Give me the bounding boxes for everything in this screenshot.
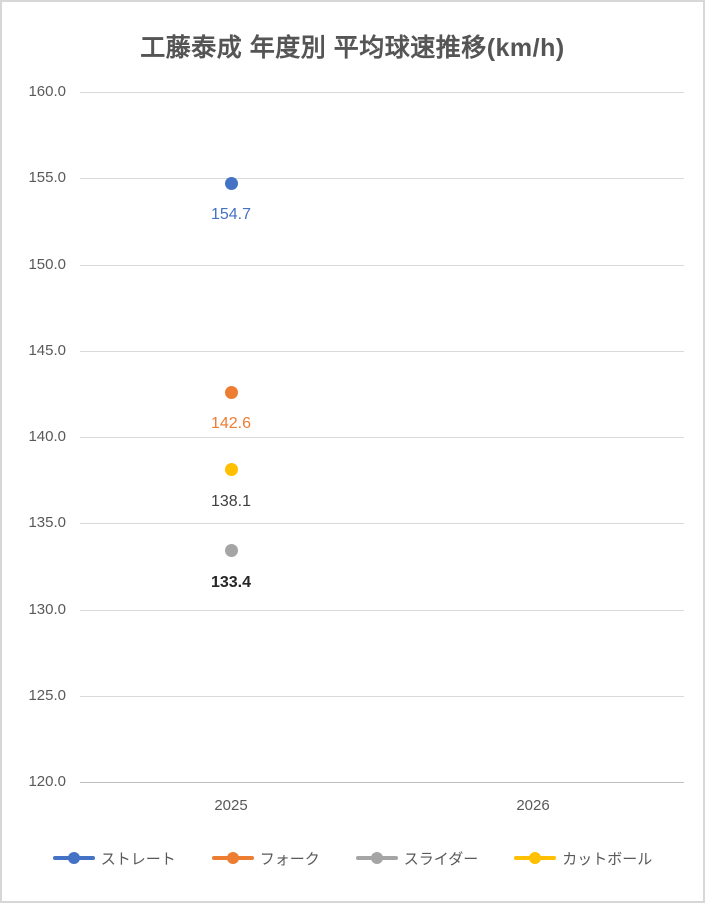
- y-tick-label-160: 160.0: [28, 83, 66, 100]
- legend-dot-slider: [370, 852, 383, 864]
- y-tick-label-155: 155.0: [28, 169, 66, 186]
- y-tick-label-125: 125.0: [28, 687, 66, 704]
- legend-item-fork: フォーク: [211, 848, 320, 869]
- y-tick-label-145: 145.0: [28, 342, 66, 359]
- x-tick-label-2025: 2025: [214, 797, 248, 814]
- legend-marker-fork-icon: [211, 852, 254, 864]
- data-point-cutball: [225, 463, 238, 476]
- gridline-120: [80, 782, 684, 783]
- legend-label-fork: フォーク: [259, 850, 320, 868]
- data-point-fork: [225, 386, 238, 399]
- legend-label-slider: スライダー: [403, 850, 479, 868]
- gridline-135: [80, 523, 684, 524]
- gridline-160: [80, 92, 684, 93]
- gridline-130: [80, 610, 684, 611]
- data-point-straight: [225, 177, 238, 190]
- data-label-cutball: 138.1: [210, 493, 252, 510]
- y-tick-label-140: 140.0: [28, 428, 66, 445]
- legend: ストレート フォーク スライダー カットボール: [2, 843, 703, 873]
- gridline-155: [80, 178, 684, 179]
- gridline-140: [80, 437, 684, 438]
- y-tick-label-135: 135.0: [28, 514, 66, 531]
- gridline-150: [80, 265, 684, 266]
- legend-dot-fork: [226, 852, 239, 864]
- legend-marker-straight-icon: [52, 852, 95, 864]
- legend-marker-cutball-icon: [514, 852, 557, 864]
- y-tick-label-130: 130.0: [28, 601, 66, 618]
- data-label-fork: 142.6: [210, 415, 252, 432]
- data-label-slider: 133.4: [210, 574, 252, 591]
- legend-label-cutball: カットボール: [562, 850, 653, 868]
- legend-item-cutball: カットボール: [514, 848, 652, 869]
- legend-dot-cutball: [529, 852, 542, 864]
- legend-marker-slider-icon: [355, 852, 398, 864]
- legend-label-straight: ストレート: [100, 850, 176, 868]
- legend-item-slider: スライダー: [355, 848, 479, 869]
- y-tick-label-120: 120.0: [28, 773, 66, 790]
- legend-dot-straight: [67, 852, 80, 864]
- y-tick-label-150: 150.0: [28, 256, 66, 273]
- gridline-125: [80, 696, 684, 697]
- legend-item-straight: ストレート: [52, 848, 176, 869]
- data-label-straight: 154.7: [210, 206, 252, 223]
- x-tick-label-2026: 2026: [516, 797, 550, 814]
- gridline-145: [80, 351, 684, 352]
- chart-title: 工藤泰成 年度別 平均球速推移(km/h): [140, 34, 565, 62]
- data-point-slider: [225, 544, 238, 557]
